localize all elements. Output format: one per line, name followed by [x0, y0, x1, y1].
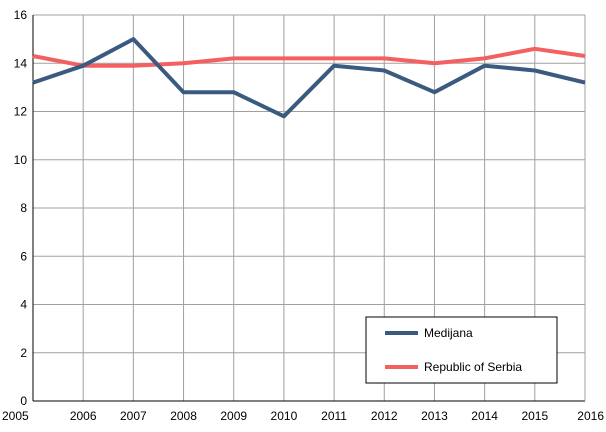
y-tick-label: 4 — [20, 298, 27, 312]
x-tick-label: 2014 — [471, 409, 498, 423]
y-tick-label: 12 — [14, 105, 28, 119]
y-tick-label: 14 — [14, 56, 28, 70]
legend-label: Medijana — [424, 326, 473, 340]
legend-box — [365, 316, 558, 384]
series-line-republic-of-serbia — [32, 46, 586, 68]
y-tick-label: 16 — [14, 8, 28, 22]
x-axis-tick-labels: 2005 2006 2007 2008 2009 2010 2011 2012 2013 2014… — [2, 409, 604, 423]
x-tick-label: 2005 — [2, 409, 29, 423]
x-tick-label: 2006 — [70, 409, 97, 423]
x-tick-label: 2012 — [371, 409, 398, 423]
x-tick-label: 2011 — [321, 409, 347, 423]
y-axis-tick-labels: 0 2 4 6 8 10 12 14 16 — [14, 8, 28, 408]
x-tick-label: 2009 — [220, 409, 247, 423]
legend-label: Republic of Serbia — [424, 360, 522, 374]
axes — [32, 15, 586, 402]
y-tick-label: 10 — [14, 153, 28, 167]
x-tick-label: 2015 — [521, 409, 548, 423]
legend: Medijana Republic of Serbia — [365, 316, 558, 384]
y-tick-label: 0 — [20, 394, 27, 408]
x-tick-label: 2013 — [421, 409, 448, 423]
x-tick-label: 2016 — [577, 409, 604, 423]
y-tick-label: 2 — [20, 346, 27, 360]
x-tick-label: 2010 — [271, 409, 298, 423]
series-lines — [32, 37, 586, 119]
y-tick-label: 8 — [20, 201, 27, 215]
y-tick-label: 6 — [20, 249, 27, 263]
x-tick-label: 2007 — [120, 409, 147, 423]
series-line-medijana — [32, 37, 586, 119]
x-tick-label: 2008 — [170, 409, 197, 423]
grid-lines — [32, 14, 586, 402]
